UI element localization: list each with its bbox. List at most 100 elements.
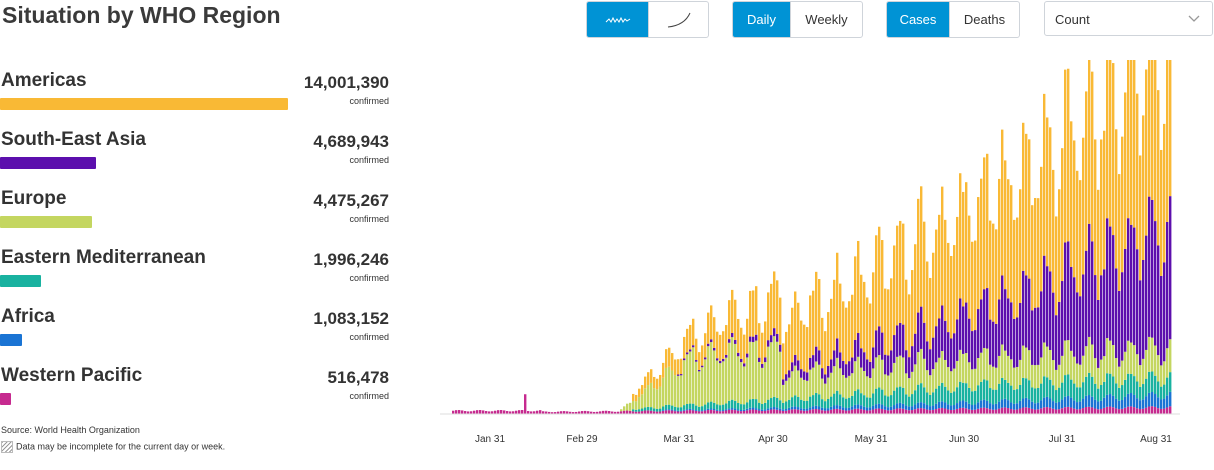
wave-line-button[interactable] bbox=[587, 2, 648, 37]
bar-segment bbox=[1169, 339, 1172, 373]
bar-segment bbox=[920, 348, 923, 384]
bar-segment bbox=[1073, 356, 1076, 384]
bar-segment bbox=[1016, 409, 1019, 414]
bar-segment bbox=[944, 219, 947, 321]
bar-segment bbox=[656, 411, 659, 414]
cases-button[interactable]: Cases bbox=[887, 2, 949, 37]
bar-segment bbox=[779, 297, 782, 345]
bar-segment bbox=[704, 409, 707, 411]
bar-segment bbox=[1037, 387, 1040, 403]
bar-segment bbox=[1049, 398, 1052, 408]
bar-segment bbox=[1013, 389, 1016, 404]
bar-segment bbox=[836, 252, 839, 339]
bar-segment bbox=[1115, 268, 1118, 359]
bar-segment bbox=[707, 343, 710, 347]
bar-segment bbox=[1037, 307, 1040, 365]
bar-segment bbox=[1007, 382, 1010, 401]
bar-segment bbox=[668, 404, 671, 410]
bar-segment bbox=[665, 367, 668, 405]
bar-segment bbox=[959, 401, 962, 409]
bar-segment bbox=[1100, 139, 1103, 276]
bar-segment bbox=[1067, 374, 1070, 396]
bar-segment bbox=[905, 279, 908, 351]
bar-segment bbox=[713, 402, 716, 409]
bar-segment bbox=[1097, 409, 1100, 414]
bar-segment bbox=[1157, 355, 1160, 382]
bar-segment bbox=[629, 410, 632, 414]
bar-segment bbox=[668, 410, 671, 414]
bar-segment bbox=[971, 369, 974, 392]
bar-segment bbox=[884, 354, 887, 375]
bar-segment bbox=[701, 345, 704, 366]
bar-segment bbox=[1163, 262, 1166, 362]
bar-segment bbox=[1151, 406, 1154, 414]
bar-segment bbox=[827, 399, 830, 409]
bar-segment bbox=[914, 333, 917, 365]
bar-segment bbox=[767, 292, 770, 341]
bar-segment bbox=[830, 372, 833, 397]
bar-segment bbox=[701, 367, 704, 407]
bar-segment bbox=[938, 214, 941, 319]
bar-segment bbox=[785, 408, 788, 411]
bar-segment bbox=[692, 347, 695, 404]
scale-select[interactable]: Count bbox=[1044, 1, 1213, 36]
bar-segment bbox=[773, 396, 776, 407]
bar-segment bbox=[875, 408, 878, 414]
bar-segment bbox=[1115, 129, 1118, 269]
bar-segment bbox=[854, 339, 857, 362]
bar-segment bbox=[869, 407, 872, 411]
bar-segment bbox=[884, 374, 887, 396]
bar-segment bbox=[692, 403, 695, 410]
bar-segment bbox=[965, 182, 968, 303]
bar-segment bbox=[980, 400, 983, 408]
bar-segment bbox=[830, 406, 833, 410]
bar-segment bbox=[920, 383, 923, 403]
bar-segment bbox=[962, 400, 965, 408]
bar-segment bbox=[938, 401, 941, 409]
bar-segment bbox=[1124, 248, 1127, 352]
bar-segment bbox=[1046, 407, 1049, 414]
bar-segment bbox=[689, 403, 692, 409]
bar-segment bbox=[782, 402, 785, 410]
bar-segment bbox=[1121, 399, 1124, 409]
bar-segment bbox=[836, 390, 839, 406]
weekly-button[interactable]: Weekly bbox=[790, 2, 862, 37]
bar-segment bbox=[815, 346, 818, 362]
bar-segment bbox=[842, 374, 845, 398]
bar-segment bbox=[1097, 367, 1100, 389]
region-count: 14,001,390 bbox=[303, 73, 389, 92]
bar-segment bbox=[971, 391, 974, 406]
bar-segment bbox=[914, 409, 917, 414]
bar-segment bbox=[1025, 275, 1028, 348]
bar-segment bbox=[851, 357, 854, 374]
bar-segment bbox=[683, 360, 686, 406]
bar-segment bbox=[1085, 250, 1088, 347]
bar-segment bbox=[794, 365, 797, 396]
bar-segment bbox=[686, 409, 689, 411]
x-tick-label: Aug 31 bbox=[1140, 434, 1172, 445]
bar-segment bbox=[749, 336, 752, 342]
bar-segment bbox=[878, 387, 881, 404]
bar-segment bbox=[689, 410, 692, 414]
bar-segment bbox=[1040, 166, 1043, 292]
bar-segment bbox=[1058, 301, 1061, 365]
smooth-curve-button[interactable] bbox=[648, 2, 708, 37]
bar-segment bbox=[1139, 386, 1142, 401]
bar-segment bbox=[1082, 408, 1085, 414]
bar-segment bbox=[947, 390, 950, 405]
bar-segment bbox=[743, 409, 746, 411]
bar-segment bbox=[617, 411, 620, 414]
bar-segment bbox=[1094, 139, 1097, 276]
bar-segment bbox=[749, 409, 752, 414]
bar-segment bbox=[674, 410, 677, 412]
x-tick-label: Jul 31 bbox=[1049, 434, 1076, 445]
bar-segment bbox=[824, 410, 827, 414]
bar-segment bbox=[779, 408, 782, 411]
bar-segment bbox=[959, 381, 962, 402]
deaths-button[interactable]: Deaths bbox=[949, 2, 1019, 37]
bar-segment bbox=[1139, 155, 1142, 281]
bar-segment bbox=[896, 403, 899, 409]
daily-button[interactable]: Daily bbox=[733, 2, 790, 37]
bar-segment bbox=[812, 355, 815, 368]
bar-segment bbox=[1001, 377, 1004, 400]
